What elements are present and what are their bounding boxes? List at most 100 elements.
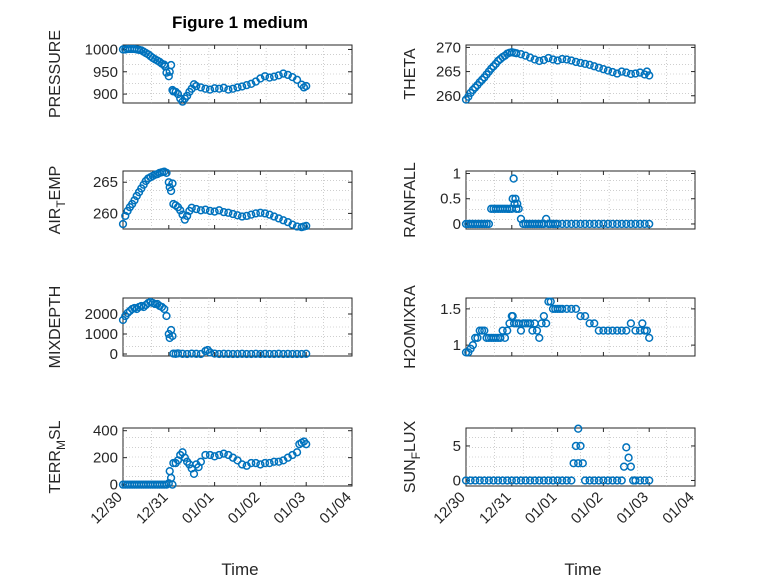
data-point	[496, 333, 505, 343]
data-point	[635, 219, 645, 229]
data-point	[189, 469, 199, 479]
data-point	[168, 179, 177, 188]
ylabel-mixdepth: MIXDEPTH	[47, 286, 64, 369]
data-point	[548, 55, 558, 64]
data-point	[617, 476, 626, 485]
data-point	[461, 476, 471, 485]
data-point	[205, 206, 215, 216]
data-point	[210, 452, 219, 461]
data-point	[473, 333, 482, 343]
data-point	[477, 75, 487, 84]
yticks-rainfall: 00.51	[440, 166, 696, 233]
data-point	[562, 304, 571, 314]
data-point	[528, 326, 537, 335]
data-point	[237, 212, 247, 221]
chart-title: Figure 1 medium	[172, 13, 308, 32]
data-point	[590, 62, 599, 71]
ytick-label: 0	[110, 346, 118, 363]
data-point	[626, 219, 636, 229]
data-point	[516, 50, 526, 59]
data-point	[471, 476, 480, 485]
markers-sun-flux	[461, 424, 654, 485]
ylabel-theta: THETA	[402, 48, 419, 100]
data-point	[514, 204, 523, 213]
data-point	[553, 56, 562, 65]
xticks-sun-flux: 12/30 12/31 01/01 01/02 01/03 01/04	[430, 489, 698, 528]
data-point	[525, 319, 535, 328]
ytick-label: 265	[436, 64, 461, 81]
data-point	[468, 85, 478, 95]
data-point	[192, 81, 201, 91]
data-point	[553, 219, 562, 229]
data-point	[471, 83, 480, 92]
data-point	[631, 69, 640, 78]
ylabel-air-temp: AIRTEMP	[47, 166, 68, 235]
ytick-label: 400	[93, 423, 118, 440]
data-point	[256, 349, 265, 359]
data-point	[617, 67, 626, 76]
data-point	[631, 326, 640, 335]
data-point	[260, 349, 270, 359]
data-point	[567, 304, 576, 314]
data-point	[196, 206, 206, 215]
data-point	[508, 194, 517, 203]
markers-pressure	[118, 44, 311, 106]
data-point	[608, 326, 617, 335]
data-point	[480, 326, 489, 335]
data-point	[205, 450, 215, 460]
data-point	[548, 476, 558, 485]
data-point	[599, 326, 608, 335]
data-point	[562, 476, 571, 485]
data-point	[205, 85, 215, 94]
data-point	[576, 441, 585, 451]
data-point	[530, 476, 539, 485]
gridlines-theta	[466, 45, 695, 103]
data-point	[201, 84, 210, 93]
data-point	[537, 319, 546, 328]
data-point	[228, 84, 238, 93]
xtick-label: 12/31	[476, 489, 515, 528]
data-point	[242, 349, 251, 359]
ytick-label: 2000	[85, 306, 118, 323]
data-point	[562, 55, 571, 64]
data-point	[139, 302, 148, 312]
data-point	[546, 297, 555, 306]
data-point	[480, 476, 489, 485]
ylabel-sun-flux-part2: LUX	[402, 421, 419, 452]
data-point	[260, 209, 270, 218]
panel-theta: 260 265 270 THETA	[402, 39, 696, 105]
ytick-label: 270	[436, 39, 461, 56]
data-point	[164, 72, 173, 81]
data-point	[558, 476, 567, 485]
ylabel-pressure: PRESSURE	[47, 30, 64, 118]
data-point	[219, 449, 228, 458]
data-point	[535, 333, 544, 343]
yticks-terr-msl: 0 200 400	[93, 423, 353, 494]
data-point	[493, 476, 503, 485]
data-point	[576, 58, 585, 68]
gridlines-rainfall	[466, 171, 695, 229]
ytick-label: 0	[110, 477, 118, 494]
data-point	[247, 349, 256, 359]
yticks-theta: 260 265 270	[436, 39, 696, 105]
data-point	[242, 211, 251, 221]
data-point	[297, 349, 306, 359]
data-point	[279, 69, 288, 78]
data-point	[599, 219, 608, 229]
data-point	[256, 460, 265, 469]
data-point	[219, 349, 228, 358]
data-point	[580, 311, 590, 321]
xtick-label: 01/04	[316, 489, 355, 528]
ylabel-rainfall: RAINFALL	[402, 162, 419, 238]
data-point	[516, 326, 526, 335]
data-point	[274, 71, 283, 80]
data-point	[585, 319, 594, 328]
data-point	[256, 74, 265, 83]
data-point	[539, 311, 549, 321]
data-point	[265, 458, 274, 468]
data-point	[640, 476, 649, 485]
data-point	[118, 219, 128, 229]
data-point	[247, 79, 256, 88]
xtick-label: 01/02	[568, 489, 607, 528]
data-point	[562, 219, 571, 229]
